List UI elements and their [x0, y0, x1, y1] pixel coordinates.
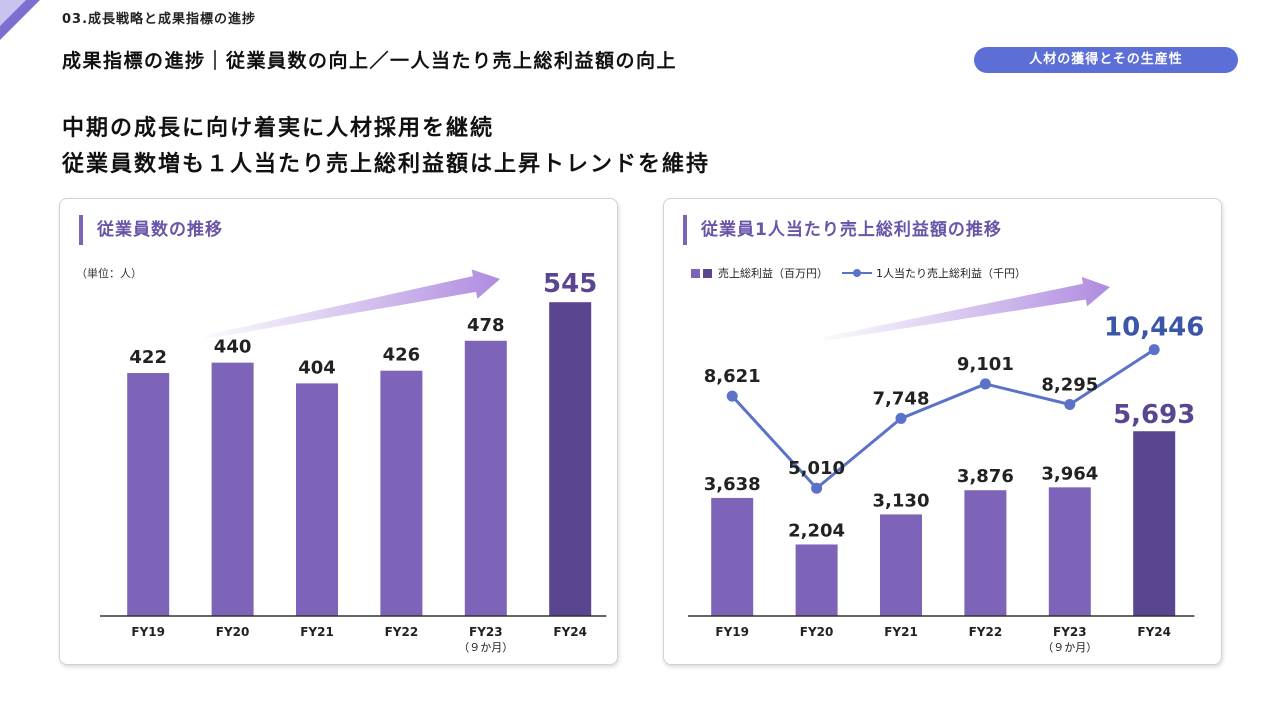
per-employee-point-fy20 — [811, 482, 823, 494]
employee-count-chart: 422 440 404 426 478 545 FY19 FY20 FY21 FY22 FY23 （… — [100, 269, 607, 654]
gross-profit-per-employee-panel: 従業員1人当たり売上総利益額の推移 売上総利益（百万円） 1人当たり売上総利益（… — [663, 198, 1222, 665]
per-employee-line — [731, 348, 1156, 491]
legend-bar-label: 売上総利益（百万円） — [718, 267, 828, 280]
category-label-fy23: FY23 — [469, 625, 503, 639]
corner-accent-light — [0, 0, 26, 26]
category-label-fy21: FY21 — [884, 625, 918, 639]
category-label-fy22: FY22 — [969, 625, 1003, 639]
gross-profit-bar-fy19 — [711, 497, 754, 616]
category-note-fy23: （９か月） — [1042, 641, 1097, 654]
employee-count-panel: 従業員数の推移 （単位：人） 422 440 404 426 478 545 FY19 FY… — [59, 198, 618, 665]
gross-profit-bar-fy23 — [1048, 487, 1091, 616]
value-label-fy19: 422 — [129, 347, 167, 368]
per-employee-value-fy19: 8,621 — [704, 366, 761, 387]
per-employee-value-fy24: 10,446 — [1104, 313, 1204, 343]
bar-fy23 — [464, 340, 507, 616]
headline-line-2: 従業員数増も１人当たり売上総利益額は上昇トレンドを維持 — [62, 152, 711, 177]
bar-fy24 — [549, 302, 592, 616]
gross-profit-bar-fy21 — [880, 514, 922, 616]
category-label-fy19: FY19 — [715, 625, 749, 639]
gross-profit-value-fy22: 3,876 — [957, 466, 1014, 487]
legend-line-label: 1人当たり売上総利益（千円） — [876, 267, 1026, 280]
growth-trend-arrow — [823, 276, 1110, 341]
gross-profit-per-employee-title: 従業員1人当たり売上総利益額の推移 — [683, 215, 1002, 245]
gross-profit-value-fy21: 3,130 — [873, 490, 930, 511]
headline-line-1: 中期の成長に向け着実に人材採用を継続 — [62, 116, 495, 141]
per-employee-point-fy23 — [1064, 398, 1076, 410]
gross-profit-value-fy20: 2,204 — [788, 520, 845, 541]
bar-fy22 — [380, 370, 423, 616]
gross-profit-bar-fy24 — [1133, 431, 1176, 616]
legend-line-swatch — [842, 268, 872, 278]
bar-fy21 — [296, 383, 338, 616]
page-title: 成果指標の進捗｜従業員数の向上／一人当たり売上総利益額の向上 — [62, 50, 678, 72]
category-label-fy20: FY20 — [216, 625, 250, 639]
category-label-fy23: FY23 — [1053, 625, 1087, 639]
per-employee-value-fy20: 5,010 — [788, 458, 845, 479]
trend-arrow-shape — [823, 276, 1110, 341]
bar-fy20 — [211, 362, 254, 616]
category-note-fy23: （９か月） — [458, 641, 513, 654]
employee-count-title: 従業員数の推移 — [79, 215, 223, 245]
value-label-fy20: 440 — [214, 337, 252, 358]
per-employee-point-fy19 — [726, 390, 738, 402]
value-label-fy22: 426 — [383, 345, 421, 366]
per-employee-value-fy23: 8,295 — [1041, 374, 1098, 395]
gross-profit-bar-fy20 — [795, 544, 838, 616]
trend-arrow-shape — [205, 269, 500, 339]
category-label-fy20: FY20 — [800, 625, 834, 639]
legend-bar-swatch-highlight — [703, 268, 712, 278]
gross-profit-value-fy24: 5,693 — [1113, 400, 1195, 430]
unit-label: （単位：人） — [76, 267, 142, 280]
value-label-fy21: 404 — [298, 357, 336, 378]
chart-legend: 売上総利益（百万円） 1人当たり売上総利益（千円） — [691, 265, 1026, 281]
per-employee-value-fy22: 9,101 — [957, 354, 1014, 375]
category-label-fy21: FY21 — [300, 625, 334, 639]
gross-profit-bar-fy22 — [964, 490, 1007, 616]
per-employee-value-fy21: 7,748 — [873, 388, 930, 409]
category-label-fy19: FY19 — [131, 625, 165, 639]
legend-bar-swatch — [691, 268, 700, 278]
value-label-fy23: 478 — [467, 315, 505, 336]
per-employee-point-fy21 — [895, 412, 907, 424]
category-label-fy22: FY22 — [385, 625, 419, 639]
gross-profit-value-fy19: 3,638 — [704, 474, 761, 495]
topic-tag: 人材の獲得とその生産性 — [974, 47, 1238, 73]
per-employee-point-fy22 — [979, 378, 991, 390]
category-label-fy24: FY24 — [553, 625, 587, 639]
category-label-fy24: FY24 — [1137, 625, 1171, 639]
value-label-fy24: 545 — [543, 269, 597, 299]
section-label: 03.成長戦略と成果指標の進捗 — [62, 12, 257, 27]
bar-fy19 — [127, 373, 170, 616]
per-employee-point-fy24 — [1148, 344, 1160, 356]
gross-profit-value-fy23: 3,964 — [1041, 463, 1098, 484]
growth-trend-arrow — [205, 269, 500, 339]
gross-profit-chart: 3,638 2,204 3,130 3,876 3,964 5,693 8,621 5,010… — [688, 276, 1204, 654]
